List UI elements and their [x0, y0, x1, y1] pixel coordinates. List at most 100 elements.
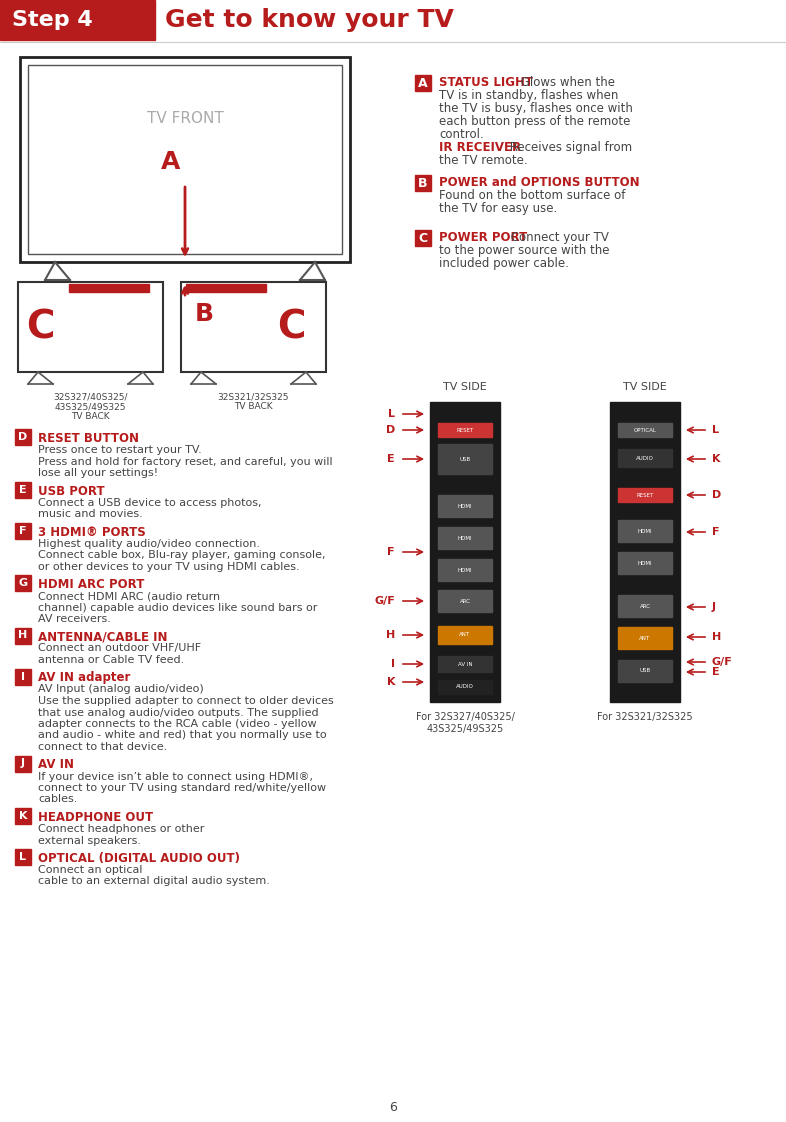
Text: For 32S321/32S325: For 32S321/32S325 — [597, 712, 692, 721]
Text: HDMI: HDMI — [457, 568, 472, 572]
Bar — [18, 282, 163, 373]
Text: external speakers.: external speakers. — [38, 836, 141, 846]
Bar — [438, 559, 492, 581]
Text: F: F — [712, 527, 719, 537]
Bar — [20, 57, 350, 263]
Text: that use analog audio/video outputs. The supplied: that use analog audio/video outputs. The… — [38, 708, 318, 717]
Bar — [15, 429, 31, 445]
Text: AV IN adapter: AV IN adapter — [38, 671, 130, 684]
Text: 3 HDMI® PORTS: 3 HDMI® PORTS — [38, 525, 145, 539]
Bar — [15, 669, 31, 684]
Text: IR RECEIVER: IR RECEIVER — [439, 140, 521, 154]
Text: 32S327/40S325/: 32S327/40S325/ — [53, 392, 128, 401]
Text: Press once to restart your TV.: Press once to restart your TV. — [38, 445, 202, 456]
Text: ARC: ARC — [460, 598, 471, 604]
Text: H: H — [712, 632, 722, 642]
Text: HDMI: HDMI — [457, 504, 472, 508]
Bar — [15, 755, 31, 772]
Text: D: D — [386, 425, 395, 435]
Bar — [618, 627, 672, 649]
Text: B: B — [418, 176, 428, 190]
Text: cable to an external digital audio system.: cable to an external digital audio syste… — [38, 876, 270, 886]
Bar — [438, 495, 492, 517]
Text: Press and hold for factory reset, and careful, you will: Press and hold for factory reset, and ca… — [38, 457, 332, 467]
Text: K: K — [387, 677, 395, 687]
Text: If your device isn’t able to connect using HDMI®,: If your device isn’t able to connect usi… — [38, 772, 313, 782]
Bar — [618, 488, 672, 502]
Text: C: C — [26, 309, 54, 346]
Text: H: H — [18, 631, 28, 641]
Text: ARC: ARC — [640, 604, 651, 608]
Bar — [430, 402, 500, 702]
Text: Step 4: Step 4 — [12, 10, 93, 30]
Text: A: A — [161, 150, 181, 174]
Text: F: F — [19, 525, 27, 535]
Text: OPTICAL (DIGITAL AUDIO OUT): OPTICAL (DIGITAL AUDIO OUT) — [38, 852, 240, 865]
Text: TV BACK: TV BACK — [72, 412, 110, 421]
Bar — [618, 595, 672, 617]
Text: J: J — [21, 758, 25, 769]
Bar — [15, 523, 31, 539]
Text: and audio - white and red) that you normally use to: and audio - white and red) that you norm… — [38, 730, 327, 741]
Bar — [0, 0, 155, 40]
Text: AV IN: AV IN — [457, 662, 472, 666]
Text: Get to know your TV: Get to know your TV — [165, 8, 454, 33]
Text: connect to your TV using standard red/white/yellow: connect to your TV using standard red/wh… — [38, 783, 326, 793]
Text: Glows when the: Glows when the — [517, 75, 615, 89]
Text: I: I — [391, 659, 395, 669]
Bar — [610, 402, 680, 702]
Text: AV receivers.: AV receivers. — [38, 614, 111, 624]
Text: cables.: cables. — [38, 794, 77, 804]
Bar — [618, 519, 672, 542]
Text: Connect your TV: Connect your TV — [507, 230, 609, 243]
Bar — [15, 849, 31, 865]
Text: E: E — [19, 485, 27, 495]
Text: OPTICAL: OPTICAL — [634, 427, 656, 432]
Text: ANT: ANT — [460, 633, 471, 637]
Text: included power cable.: included power cable. — [439, 257, 569, 269]
Text: J: J — [712, 603, 716, 611]
Text: A: A — [418, 76, 428, 90]
Text: USB PORT: USB PORT — [38, 485, 105, 497]
Bar — [415, 75, 431, 91]
Text: TV is in standby, flashes when: TV is in standby, flashes when — [439, 89, 619, 101]
Text: Connect an outdoor VHF/UHF: Connect an outdoor VHF/UHF — [38, 644, 201, 653]
Bar — [438, 590, 492, 611]
Bar — [438, 527, 492, 549]
Bar — [28, 65, 342, 254]
Text: G/F: G/F — [712, 657, 733, 666]
Text: F: F — [387, 548, 395, 557]
Text: L: L — [20, 852, 27, 862]
Text: Receives signal from: Receives signal from — [506, 140, 632, 154]
Bar — [438, 680, 492, 695]
Text: HDMI: HDMI — [637, 561, 652, 565]
Text: D: D — [712, 490, 722, 500]
Text: H: H — [386, 629, 395, 640]
Text: USB: USB — [460, 457, 471, 461]
Text: the TV remote.: the TV remote. — [439, 154, 527, 166]
Text: HEADPHONE OUT: HEADPHONE OUT — [38, 811, 153, 824]
Text: adapter connects to the RCA cable (video - yellow: adapter connects to the RCA cable (video… — [38, 719, 317, 729]
Text: 6: 6 — [389, 1101, 397, 1114]
Text: Connect headphones or other: Connect headphones or other — [38, 824, 204, 834]
Text: L: L — [388, 410, 395, 419]
Text: ANTENNA/CABLE IN: ANTENNA/CABLE IN — [38, 631, 167, 644]
Bar — [415, 230, 431, 246]
Bar — [181, 282, 326, 373]
Text: E: E — [712, 666, 720, 677]
Text: TV SIDE: TV SIDE — [443, 381, 487, 392]
Text: antenna or Cable TV feed.: antenna or Cable TV feed. — [38, 655, 184, 665]
Text: K: K — [712, 454, 721, 465]
Bar — [618, 423, 672, 436]
Text: connect to that device.: connect to that device. — [38, 742, 167, 752]
Text: Connect cable box, Blu-ray player, gaming console,: Connect cable box, Blu-ray player, gamin… — [38, 550, 325, 560]
Bar — [438, 423, 492, 436]
Bar — [415, 175, 431, 191]
Text: G/F: G/F — [374, 596, 395, 606]
Text: Connect HDMI ARC (audio return: Connect HDMI ARC (audio return — [38, 591, 220, 601]
Text: POWER PORT: POWER PORT — [439, 230, 527, 243]
Text: HDMI: HDMI — [457, 535, 472, 541]
Text: TV BACK: TV BACK — [234, 402, 273, 411]
Text: G: G — [18, 578, 28, 588]
Text: B: B — [195, 302, 214, 327]
